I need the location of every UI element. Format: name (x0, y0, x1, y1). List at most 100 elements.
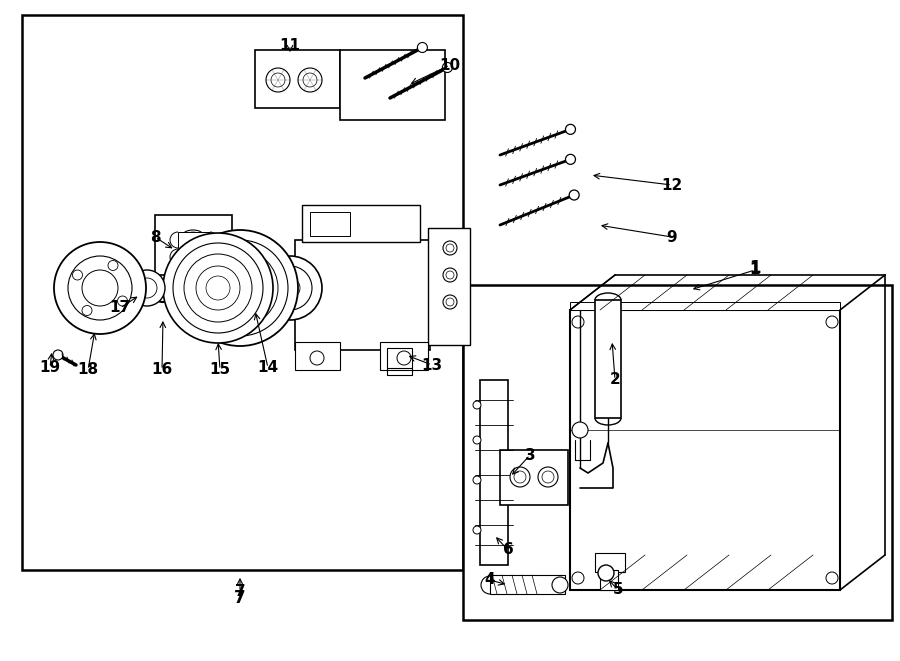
Circle shape (443, 295, 457, 309)
Bar (22, 15, 463, 570)
Circle shape (82, 305, 92, 315)
Text: 16: 16 (151, 362, 173, 377)
Circle shape (572, 316, 584, 328)
Circle shape (271, 73, 285, 87)
Circle shape (542, 471, 554, 483)
Circle shape (826, 316, 838, 328)
Circle shape (310, 351, 324, 365)
Circle shape (446, 271, 454, 279)
Text: 7: 7 (234, 589, 246, 607)
Circle shape (552, 577, 568, 593)
Circle shape (129, 270, 165, 306)
Text: 13: 13 (421, 358, 443, 373)
Bar (310, 212, 350, 236)
Bar (178, 250, 210, 265)
Circle shape (538, 467, 558, 487)
Circle shape (473, 526, 481, 534)
Circle shape (196, 266, 240, 310)
Circle shape (184, 254, 252, 322)
Circle shape (192, 240, 288, 336)
Circle shape (280, 278, 300, 298)
Circle shape (443, 241, 457, 255)
Circle shape (446, 244, 454, 252)
Circle shape (572, 572, 584, 584)
Circle shape (108, 260, 118, 270)
Circle shape (82, 270, 118, 306)
Circle shape (206, 276, 230, 300)
Text: 2: 2 (609, 373, 620, 387)
Ellipse shape (183, 230, 203, 240)
Text: 11: 11 (280, 38, 301, 52)
Circle shape (68, 256, 132, 320)
Bar (295, 240, 430, 350)
Circle shape (298, 68, 322, 92)
Bar (295, 342, 340, 370)
Circle shape (443, 63, 453, 73)
Bar (387, 348, 412, 368)
Circle shape (230, 278, 250, 298)
Circle shape (473, 476, 481, 484)
Text: 14: 14 (257, 360, 279, 375)
Text: 4: 4 (485, 572, 495, 588)
Text: 9: 9 (667, 229, 678, 245)
Bar (178, 232, 210, 248)
Circle shape (598, 565, 614, 581)
Bar (595, 553, 625, 572)
Circle shape (222, 270, 258, 306)
Text: 15: 15 (210, 362, 230, 377)
Bar (302, 205, 420, 242)
Bar (463, 285, 892, 620)
Text: 7: 7 (235, 584, 246, 600)
Circle shape (118, 296, 128, 306)
Circle shape (569, 190, 580, 200)
Bar (340, 50, 445, 120)
Circle shape (418, 42, 428, 52)
Text: 12: 12 (662, 178, 682, 192)
Ellipse shape (183, 245, 203, 255)
Circle shape (397, 351, 411, 365)
Bar (570, 310, 840, 590)
Circle shape (303, 73, 317, 87)
Text: 8: 8 (149, 229, 160, 245)
Text: 17: 17 (110, 301, 130, 315)
Text: 6: 6 (502, 543, 513, 557)
Circle shape (137, 278, 157, 298)
Bar (595, 300, 621, 418)
Bar (380, 342, 428, 370)
Bar (600, 570, 618, 590)
Circle shape (258, 256, 322, 320)
Text: 19: 19 (40, 360, 60, 375)
Circle shape (54, 242, 146, 334)
Text: 5: 5 (613, 582, 624, 598)
Bar (155, 215, 232, 275)
Circle shape (565, 124, 575, 134)
Text: 1: 1 (750, 262, 760, 278)
Text: 3: 3 (525, 447, 535, 463)
Circle shape (572, 422, 588, 438)
Text: 18: 18 (77, 362, 99, 377)
Bar (490, 575, 565, 594)
Ellipse shape (186, 247, 200, 253)
Circle shape (266, 68, 290, 92)
Circle shape (826, 572, 838, 584)
Circle shape (565, 155, 575, 165)
Circle shape (163, 233, 273, 343)
Circle shape (473, 401, 481, 409)
Circle shape (268, 266, 312, 310)
Circle shape (73, 270, 83, 280)
Bar (480, 380, 508, 565)
Bar (500, 450, 568, 505)
Text: 10: 10 (439, 58, 461, 73)
Circle shape (446, 298, 454, 306)
Bar (428, 228, 470, 345)
Circle shape (443, 268, 457, 282)
Bar (255, 50, 340, 108)
Circle shape (212, 260, 268, 316)
Circle shape (514, 471, 526, 483)
Circle shape (202, 250, 278, 326)
Circle shape (510, 467, 530, 487)
Circle shape (53, 350, 63, 360)
Ellipse shape (186, 232, 200, 238)
Text: 1: 1 (749, 259, 760, 277)
Circle shape (173, 243, 263, 333)
